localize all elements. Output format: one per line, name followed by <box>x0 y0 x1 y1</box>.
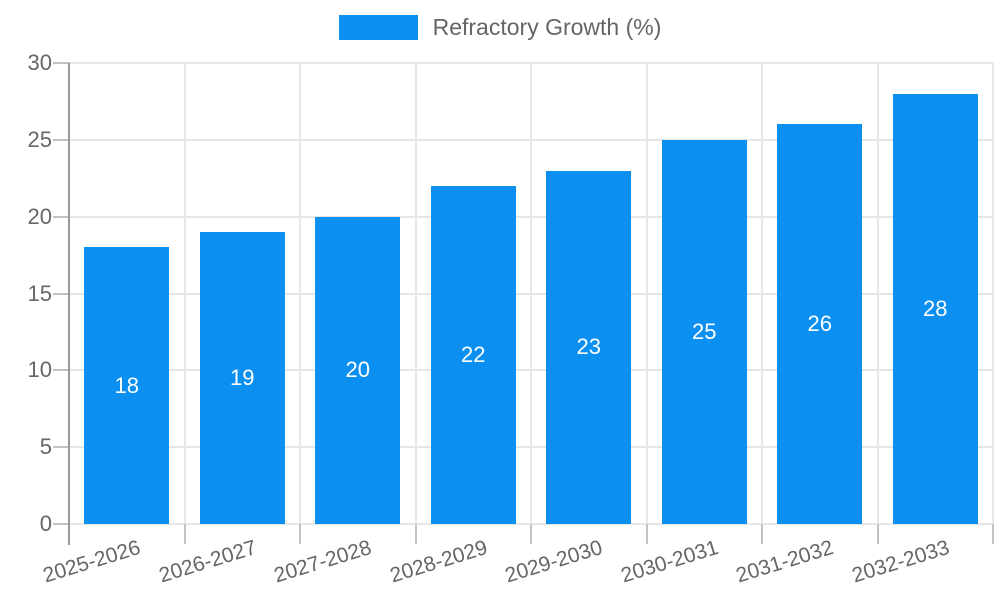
x-tick-mark <box>992 524 994 544</box>
legend-item[interactable]: Refractory Growth (%) <box>0 13 1000 41</box>
y-axis-tick-label: 15 <box>27 280 52 306</box>
legend-label: Refractory Growth (%) <box>432 14 662 40</box>
x-gridline <box>414 63 417 524</box>
y-axis-tick-label: 25 <box>27 126 52 152</box>
x-tick-mark <box>876 524 879 544</box>
x-axis-tick-label: 2028-2029 <box>387 536 490 588</box>
x-tick-mark <box>761 524 763 544</box>
bar-2030-2031[interactable] <box>661 139 747 524</box>
x-axis-tick-label: 2029-2030 <box>502 536 606 588</box>
y-axis-tick-label: 20 <box>27 203 52 229</box>
y-tick-mark <box>53 215 69 218</box>
x-gridline <box>761 63 763 524</box>
y-axis-tick-label: 5 <box>39 434 52 460</box>
y-axis-tick-label: 10 <box>27 357 52 383</box>
x-gridline <box>992 63 994 524</box>
bar-2027-2028[interactable] <box>315 216 401 524</box>
bar-2028-2029[interactable] <box>430 185 516 524</box>
x-gridline <box>645 63 648 524</box>
y-tick-mark <box>53 138 69 141</box>
x-axis-tick-label: 2027-2028 <box>271 536 375 588</box>
y-tick-mark <box>53 62 69 64</box>
y-tick-mark <box>53 446 69 449</box>
x-tick-mark <box>183 524 186 544</box>
y-axis-tick-label: 30 <box>27 50 52 75</box>
y-tick-mark <box>53 523 69 525</box>
x-tick-mark <box>299 524 301 544</box>
x-tick-mark <box>414 524 417 544</box>
x-axis-tick-label: 2031-2032 <box>733 536 837 588</box>
y-tick-mark <box>53 369 69 372</box>
x-tick-mark <box>530 524 532 544</box>
y-axis-tick-label: 0 <box>39 511 52 536</box>
x-tick-mark <box>645 524 648 544</box>
y-tick-mark <box>53 292 69 295</box>
bar-2031-2032[interactable] <box>777 124 863 524</box>
legend-color-swatch <box>338 14 418 40</box>
bar-2026-2027[interactable] <box>199 232 285 524</box>
x-gridline <box>183 63 186 524</box>
x-axis-tick-label: 2025-2026 <box>40 536 144 588</box>
bar-2029-2030[interactable] <box>546 170 632 524</box>
x-axis-tick-label: 2032-2033 <box>849 536 952 588</box>
bar-2032-2033[interactable] <box>892 93 978 524</box>
x-gridline <box>530 63 532 524</box>
x-gridline <box>876 63 879 524</box>
x-axis-tick-label: 2026-2027 <box>156 536 259 588</box>
x-gridline <box>299 63 301 524</box>
x-axis-tick-label: 2030-2031 <box>618 536 721 588</box>
bar-2025-2026[interactable] <box>84 247 170 524</box>
y-axis-line <box>68 63 70 545</box>
